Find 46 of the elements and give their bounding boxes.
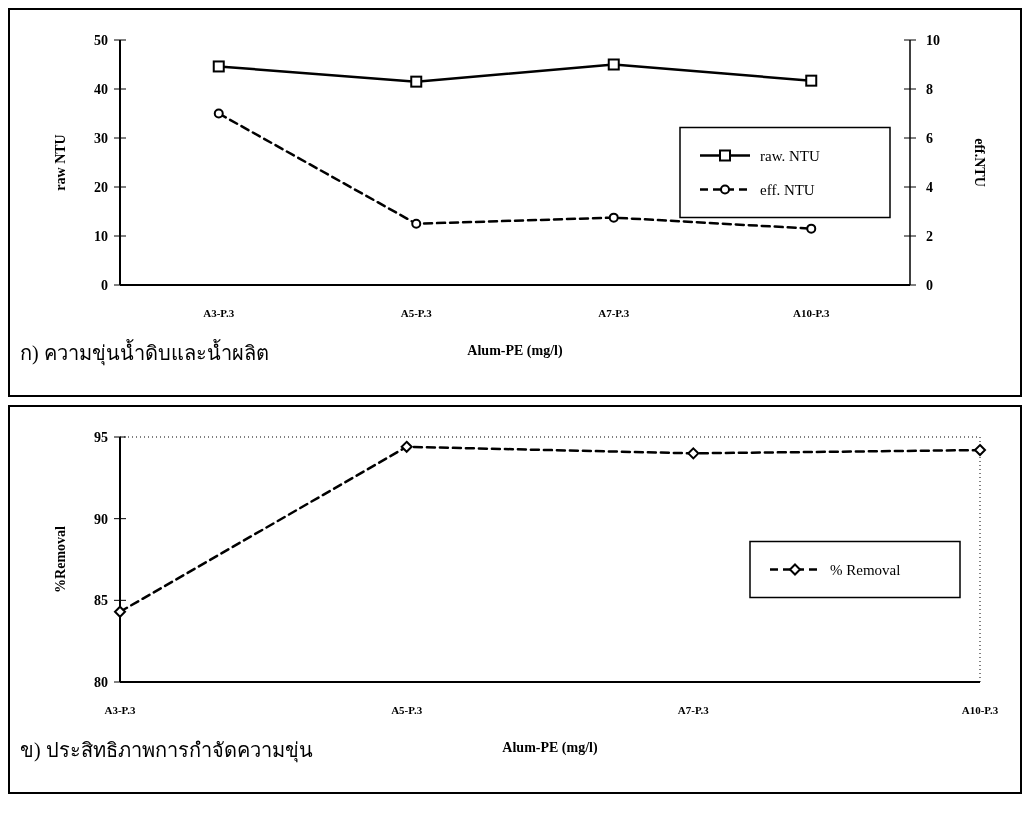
x-tick-label: A3-P.3 (104, 704, 137, 716)
y2-axis-title: eff.NTU (972, 138, 987, 187)
y-tick-label: 80 (94, 674, 108, 690)
point (806, 223, 817, 234)
y2-tick-label: 6 (926, 130, 933, 146)
x-tick-label: A5-P.3 (391, 704, 423, 716)
point (687, 447, 700, 460)
x-tick-label: A10-P.3 (961, 704, 999, 716)
y-axis-title: %Removal (53, 525, 68, 593)
point (410, 75, 423, 88)
y-tick-label: 95 (94, 429, 108, 445)
y2-tick-label: 10 (926, 32, 940, 48)
x-tick-label: A3-P.3 (203, 307, 235, 319)
x-axis-title: Alum-PE (mg/l) (467, 343, 563, 359)
point (607, 58, 620, 71)
y2-tick-label: 8 (926, 81, 933, 97)
x-tick-label: A10-P.3 (792, 307, 831, 319)
y-tick-label: 40 (94, 81, 108, 97)
y2-tick-label: 0 (926, 277, 933, 293)
point (974, 444, 986, 457)
x-tick-label: A7-P.3 (677, 704, 710, 716)
point (805, 74, 818, 87)
y2-tick-label: 2 (926, 228, 933, 244)
text: ก) ความขุ่นน้ำดิบและน้ำผลิต (20, 339, 269, 366)
point (608, 212, 619, 223)
legend-label: raw. NTU (760, 147, 821, 164)
x-axis-title: Alum-PE (mg/l) (502, 740, 598, 756)
text: ข) ประสิทธิภาพการกำจัดความขุ่น (20, 739, 313, 763)
x-tick-label: A5-P.3 (400, 307, 433, 319)
y-tick-label: 0 (101, 277, 108, 293)
point (114, 605, 126, 618)
y-tick-label: 30 (94, 130, 108, 146)
y-tick-label: 10 (94, 228, 108, 244)
point (411, 218, 422, 229)
x-tick-label: A7-P.3 (598, 307, 630, 319)
y2-tick-label: 4 (926, 179, 933, 195)
y-axis-title: raw NTU (53, 134, 68, 191)
y-tick-label: 50 (94, 32, 108, 48)
point (212, 60, 225, 73)
point (213, 108, 224, 119)
y-tick-label: 90 (94, 511, 108, 527)
legend-label: % Removal (830, 561, 901, 578)
y-tick-label: 85 (94, 593, 108, 609)
point (400, 440, 413, 453)
y-tick-label: 20 (94, 179, 108, 195)
legend-label: eff. NTU (760, 181, 815, 198)
